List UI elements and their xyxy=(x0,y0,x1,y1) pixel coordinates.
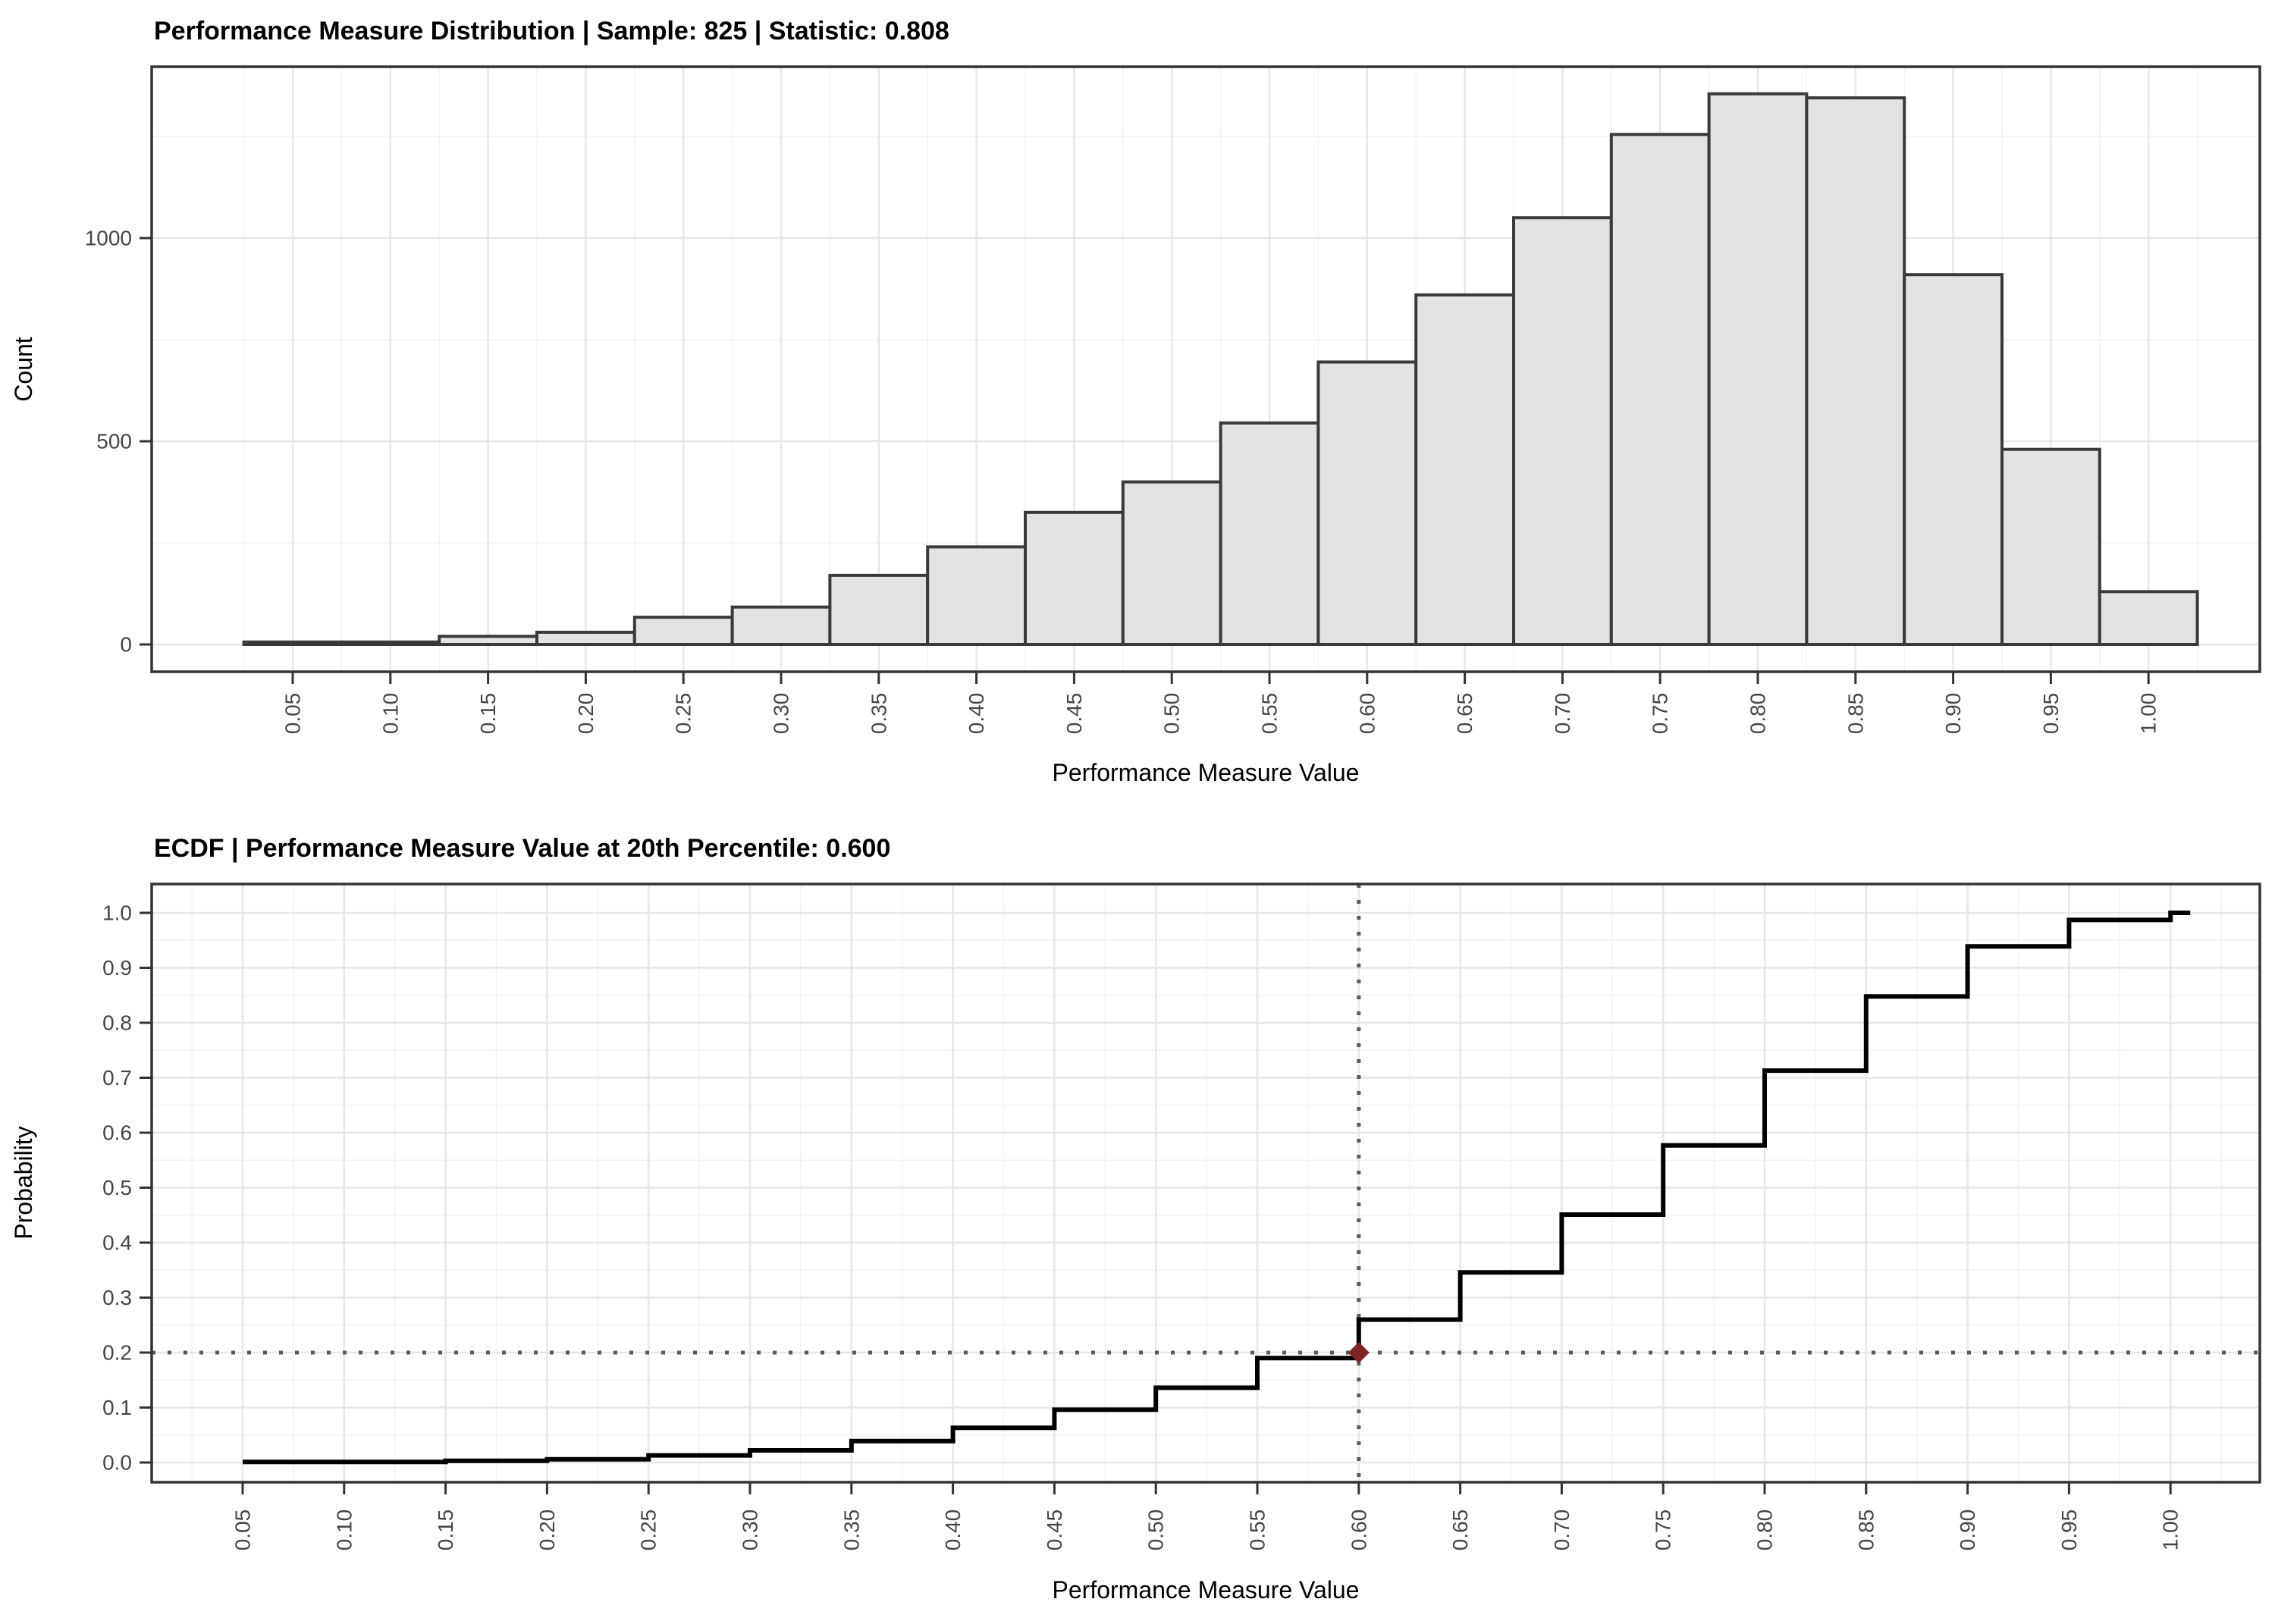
y-tick-label: 500 xyxy=(96,430,132,453)
x-tick-label: 0.55 xyxy=(1258,693,1282,735)
y-tick-label: 0.0 xyxy=(102,1451,132,1475)
y-tick-label: 0.1 xyxy=(102,1396,132,1419)
y-tick-label: 0.4 xyxy=(102,1231,132,1255)
histogram-title: Performance Measure Distribution | Sampl… xyxy=(154,17,949,45)
x-tick-label: 0.95 xyxy=(2039,693,2063,735)
ecdf-x-axis-title: Performance Measure Value xyxy=(1053,1576,1360,1604)
x-tick-label: 0.15 xyxy=(476,693,500,735)
x-tick-label: 0.95 xyxy=(2057,1510,2081,1551)
panel-border xyxy=(150,65,2261,673)
histogram-x-axis-title: Performance Measure Value xyxy=(1053,759,1360,786)
y-tick-label: 0.7 xyxy=(102,1066,132,1089)
histogram-bar xyxy=(1414,293,1515,646)
histogram-bar xyxy=(1121,480,1222,646)
x-tick-label: 0.85 xyxy=(1844,693,1867,735)
y-tick-label: 0.5 xyxy=(102,1176,132,1199)
histogram-bar xyxy=(1512,216,1613,646)
histogram-bar xyxy=(1609,133,1711,646)
x-tick-label: 0.10 xyxy=(378,693,402,735)
x-tick-label: 0.45 xyxy=(1043,1510,1066,1551)
histogram-bar xyxy=(242,640,344,646)
y-tick-label: 1000 xyxy=(85,227,132,250)
histogram-bar xyxy=(1805,96,1906,646)
y-tick-label: 0.6 xyxy=(102,1121,132,1145)
panel-background xyxy=(152,884,2260,1482)
x-tick-label: 0.70 xyxy=(1550,1510,1574,1551)
ecdf-y-axis-title: Probability xyxy=(10,1126,37,1239)
histogram-bar xyxy=(926,545,1027,646)
histogram-bar xyxy=(1707,92,1809,647)
x-tick-label: 0.60 xyxy=(1355,693,1379,735)
x-tick-label: 0.20 xyxy=(574,693,598,735)
x-tick-label: 0.80 xyxy=(1746,693,1770,735)
x-tick-label: 0.35 xyxy=(839,1510,863,1551)
x-tick-label: 0.75 xyxy=(1649,693,1672,735)
x-tick-label: 0.30 xyxy=(770,693,793,735)
x-tick-label: 0.90 xyxy=(1956,1510,1979,1551)
histogram-y-axis-title: Count xyxy=(10,337,37,402)
histogram-bar xyxy=(535,630,636,646)
y-tick-label: 1.0 xyxy=(102,901,132,925)
histogram-bar xyxy=(828,573,930,647)
y-tick-label: 0.3 xyxy=(102,1286,132,1309)
x-tick-label: 0.30 xyxy=(739,1510,762,1551)
ecdf-title: ECDF | Performance Measure Value at 20th… xyxy=(154,834,890,863)
x-tick-label: 0.90 xyxy=(1941,693,1965,735)
x-tick-label: 0.65 xyxy=(1453,693,1476,735)
x-tick-label: 0.65 xyxy=(1448,1510,1472,1551)
x-tick-label: 0.40 xyxy=(941,1510,965,1551)
x-tick-label: 0.25 xyxy=(672,693,695,735)
x-tick-label: 0.50 xyxy=(1160,693,1184,735)
x-tick-label: 0.15 xyxy=(434,1510,457,1551)
x-tick-label: 0.55 xyxy=(1246,1510,1269,1551)
x-tick-label: 0.25 xyxy=(637,1510,661,1551)
y-tick-label: 0 xyxy=(120,633,132,657)
y-tick-label: 0.8 xyxy=(102,1011,132,1035)
percentile-marker xyxy=(1348,1342,1370,1363)
x-tick-label: 0.50 xyxy=(1144,1510,1168,1551)
x-tick-label: 0.05 xyxy=(281,693,305,735)
ecdf-step-line xyxy=(243,911,2191,1465)
x-tick-label: 0.85 xyxy=(1854,1510,1878,1551)
x-tick-label: 1.00 xyxy=(2159,1510,2182,1551)
histogram-bar xyxy=(2000,447,2101,646)
x-tick-label: 0.05 xyxy=(231,1510,255,1551)
x-tick-label: 0.40 xyxy=(965,693,988,735)
histogram-bar xyxy=(438,635,539,647)
x-tick-label: 1.00 xyxy=(2137,693,2160,735)
x-tick-label: 0.45 xyxy=(1062,693,1086,735)
y-tick-label: 0.2 xyxy=(102,1341,132,1365)
x-tick-label: 0.20 xyxy=(535,1510,559,1551)
histogram-panel: 0.05 0.10 0.15 0.20 0.25 0.30 0.35 0.40 0.45 0.50… xyxy=(85,65,2261,735)
y-tick-label: 0.9 xyxy=(102,956,132,980)
histogram-bar xyxy=(1219,421,1320,646)
histogram-bar xyxy=(730,605,832,646)
histogram-bar xyxy=(1903,273,2004,646)
x-tick-label: 0.60 xyxy=(1347,1510,1370,1551)
histogram-bar xyxy=(340,640,441,646)
x-tick-label: 0.70 xyxy=(1551,693,1574,735)
histogram-bar xyxy=(2098,590,2199,647)
ecdf-panel: 0.05 0.10 0.15 0.20 0.25 0.30 0.35 0.40 0.45 0.50… xyxy=(102,883,2261,1551)
x-tick-label: 0.75 xyxy=(1652,1510,1675,1551)
panel-border xyxy=(150,883,2261,1484)
histogram-bar xyxy=(1024,510,1125,646)
x-tick-label: 0.10 xyxy=(332,1510,356,1551)
histogram-bar xyxy=(1316,360,1418,646)
x-tick-label: 0.35 xyxy=(867,693,890,735)
histogram-bar xyxy=(632,616,734,647)
x-tick-label: 0.80 xyxy=(1753,1510,1777,1551)
